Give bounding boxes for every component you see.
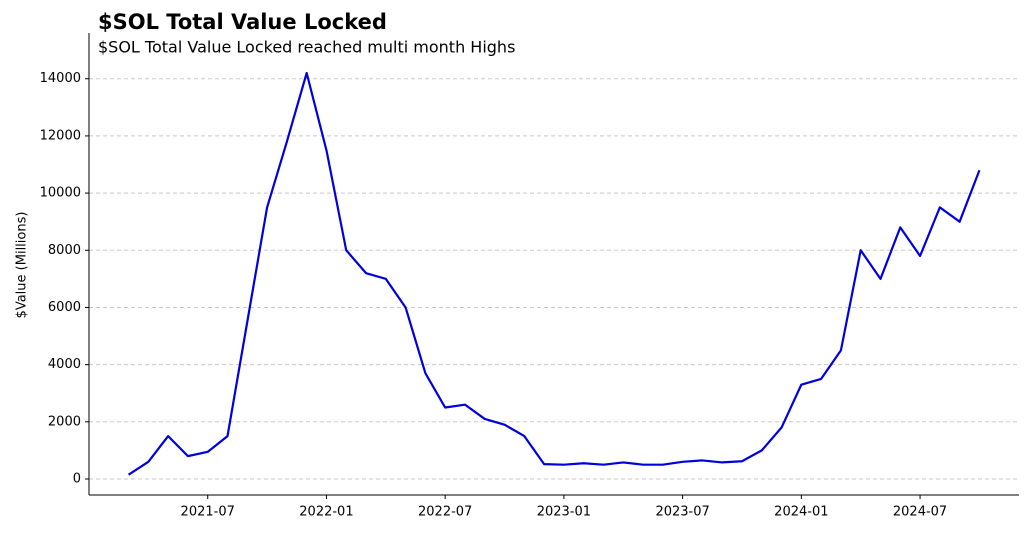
data-line bbox=[127, 71, 981, 476]
y-tick-label: 2000 bbox=[48, 414, 81, 429]
x-tick-label: 2024-01 bbox=[774, 505, 828, 520]
x-tick-label: 2022-07 bbox=[418, 505, 472, 520]
y-tick-label: 0 bbox=[73, 471, 81, 486]
x-tick-label: 2023-07 bbox=[655, 505, 709, 520]
chart-title: $SOL Total Value Locked bbox=[98, 10, 387, 34]
x-tick-label: 2024-07 bbox=[893, 505, 947, 520]
y-axis-label: $Value (Millions) bbox=[15, 212, 30, 319]
y-tick-label: 12000 bbox=[40, 128, 81, 143]
y-tick-label: 8000 bbox=[48, 243, 81, 258]
x-tick-label: 2021-07 bbox=[181, 505, 235, 520]
y-tick-label: 14000 bbox=[40, 71, 81, 86]
x-tick-label: 2022-01 bbox=[299, 505, 353, 520]
y-tick-label: 4000 bbox=[48, 357, 81, 372]
y-tick-label: 6000 bbox=[48, 300, 81, 315]
x-tick-label: 2023-01 bbox=[537, 505, 591, 520]
chart-subtitle: $SOL Total Value Locked reached multi mo… bbox=[98, 38, 515, 57]
y-tick-label: 10000 bbox=[40, 186, 81, 201]
